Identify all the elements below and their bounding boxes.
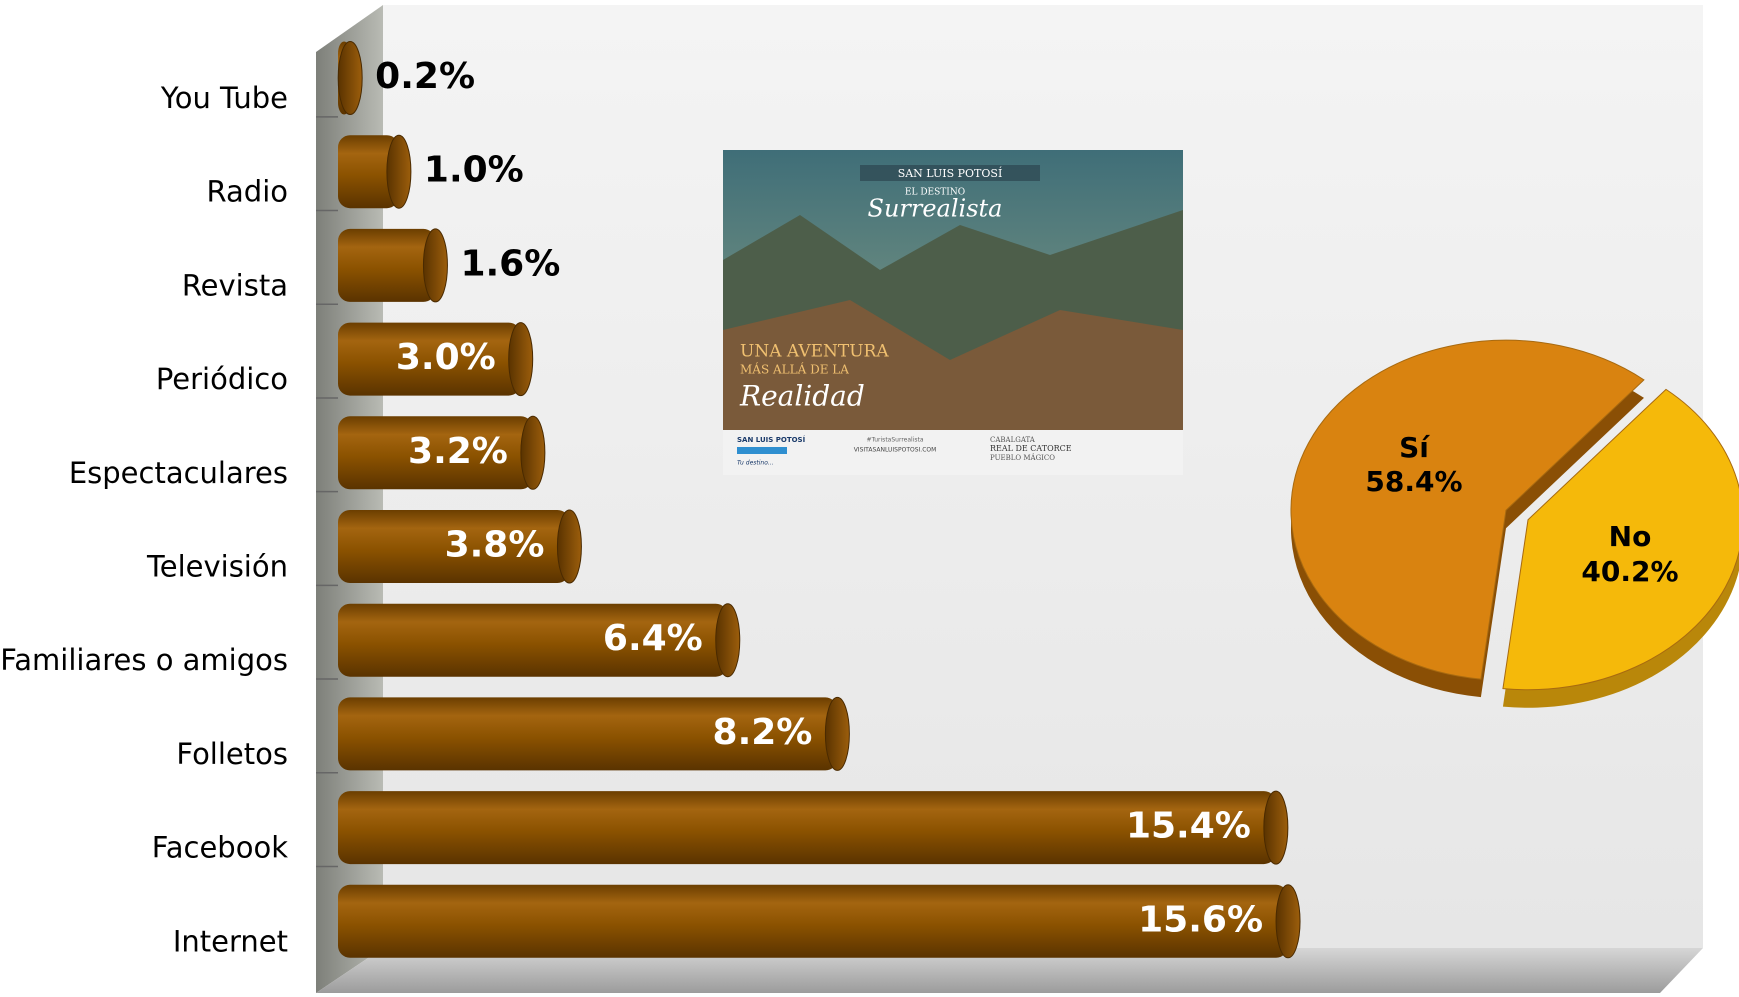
y-tick-label: Televisión [146, 550, 288, 584]
poster-headline: Realidad [739, 380, 865, 413]
y-tick-label: Facebook [152, 831, 288, 865]
poster-logo: SAN LUIS POTOSÍ [737, 435, 806, 444]
data-label: 1.0% [424, 150, 524, 191]
poster-event: REAL DE CATORCE [990, 444, 1072, 453]
bar-cap [509, 323, 533, 396]
data-label: 58.4% [1365, 465, 1462, 498]
y-tick-label: Familiares o amigos [0, 643, 288, 677]
data-label: 0.2% [375, 56, 475, 97]
bar-cap [1264, 791, 1288, 864]
data-label: 8.2% [713, 712, 813, 753]
data-label: 40.2% [1581, 555, 1678, 588]
bar-cap [557, 510, 581, 583]
bar-cap [716, 604, 740, 677]
bar-cap [825, 697, 849, 770]
data-label: 3.0% [396, 337, 496, 378]
bar-body [338, 229, 435, 302]
bar [338, 42, 362, 115]
y-tick-label: Espectaculares [69, 456, 288, 490]
bar-cap [387, 135, 411, 208]
poster-hashtag: #TuristaSurrealista [866, 437, 923, 444]
bar-cap [521, 416, 545, 489]
bar-cap [1276, 885, 1300, 958]
poster-logo-mark [737, 447, 787, 454]
data-label: 1.6% [460, 243, 560, 284]
poster-brand: SAN LUIS POTOSÍ [898, 166, 1003, 180]
slice-label: No [1609, 520, 1652, 553]
data-label: 15.6% [1138, 899, 1263, 940]
poster-headline: MÁS ALLÁ DE LA [740, 362, 849, 377]
chart: SAN LUIS POTOSÍ EL DESTINO Surrealista U… [0, 0, 1739, 993]
poster-event: CABALGATA [990, 436, 1036, 444]
y-tick-label: Revista [182, 268, 288, 302]
poster-website: VISITASANLUISPOTOSI.COM [854, 447, 937, 454]
poster-image: SAN LUIS POTOSÍ EL DESTINO Surrealista U… [723, 150, 1183, 475]
poster-event: PUEBLO MÁGICO [990, 453, 1055, 462]
data-label: 15.4% [1126, 806, 1251, 847]
y-tick-label: Internet [173, 924, 288, 958]
bar-cap [338, 42, 362, 115]
y-tick-label: You Tube [160, 81, 288, 115]
bar [338, 229, 447, 302]
data-label: 6.4% [603, 618, 703, 659]
y-tick-label: Radio [207, 175, 289, 209]
poster-logo-sub: Tu destino... [737, 460, 774, 467]
data-label: 3.2% [408, 431, 508, 472]
bar-cap [423, 229, 447, 302]
y-tick-label: Periódico [156, 362, 288, 396]
poster-headline: UNA AVENTURA [740, 342, 889, 362]
slice-label: Sí [1399, 431, 1430, 464]
y-tick-label: Folletos [176, 737, 288, 771]
bar [338, 135, 411, 208]
data-label: 3.8% [445, 525, 545, 566]
poster-tagline: Surrealista [868, 195, 1003, 223]
